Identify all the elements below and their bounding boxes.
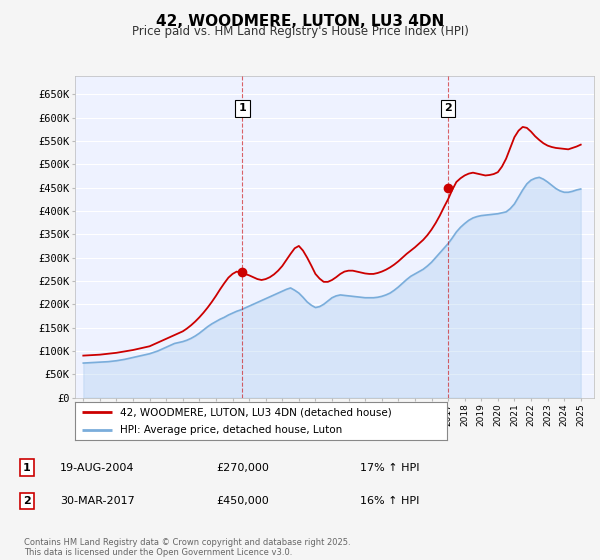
Text: 2: 2: [444, 103, 452, 113]
Text: Contains HM Land Registry data © Crown copyright and database right 2025.
This d: Contains HM Land Registry data © Crown c…: [24, 538, 350, 557]
Text: 1: 1: [239, 103, 247, 113]
Text: £450,000: £450,000: [216, 496, 269, 506]
Text: £270,000: £270,000: [216, 463, 269, 473]
Text: 1: 1: [23, 463, 31, 473]
Text: 16% ↑ HPI: 16% ↑ HPI: [360, 496, 419, 506]
Text: 19-AUG-2004: 19-AUG-2004: [60, 463, 134, 473]
Text: HPI: Average price, detached house, Luton: HPI: Average price, detached house, Luto…: [119, 425, 342, 435]
Text: 17% ↑ HPI: 17% ↑ HPI: [360, 463, 419, 473]
Text: 42, WOODMERE, LUTON, LU3 4DN: 42, WOODMERE, LUTON, LU3 4DN: [156, 14, 444, 29]
Text: 30-MAR-2017: 30-MAR-2017: [60, 496, 135, 506]
Text: Price paid vs. HM Land Registry's House Price Index (HPI): Price paid vs. HM Land Registry's House …: [131, 25, 469, 38]
Text: 2: 2: [23, 496, 31, 506]
Text: 42, WOODMERE, LUTON, LU3 4DN (detached house): 42, WOODMERE, LUTON, LU3 4DN (detached h…: [119, 407, 391, 417]
